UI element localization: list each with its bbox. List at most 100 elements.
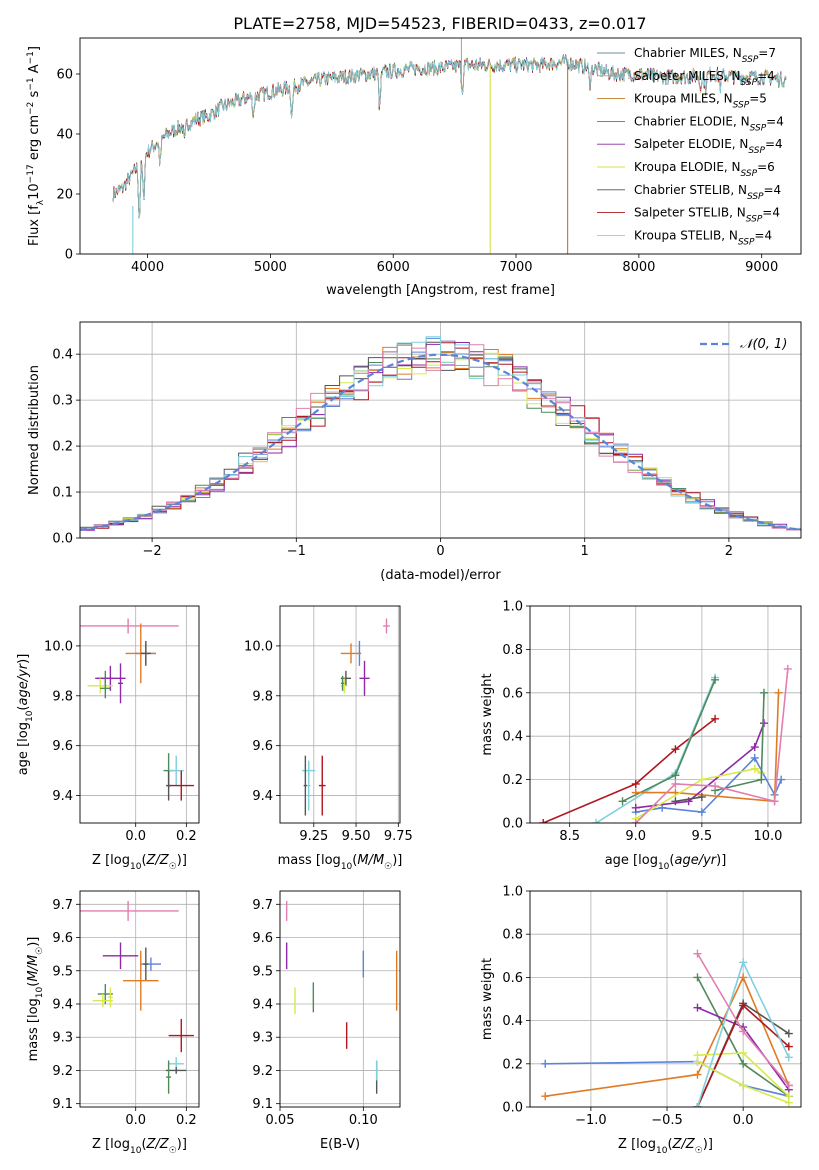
x-tick-label: 9.75 [384, 829, 413, 844]
x-axis-label: Z [log10(Z/Z☉)] [92, 853, 187, 872]
weight-point [711, 675, 720, 684]
axes-frame [79, 890, 200, 1108]
weight-point [631, 788, 640, 797]
y-axis-label: age [log10(age/yr)] [16, 654, 35, 776]
panel-mass_vs_ebv: 0.05 0.10 9.1 9.2 9.3 9.4 9.5 9.6 9.7 E(B-V) [252, 890, 401, 1152]
axes-frame [79, 321, 802, 539]
figure-title: PLATE=2758, MJD=54523, FIBERID=0433, z=0… [233, 14, 646, 33]
x-axis-label: Z [log10(Z/Z☉)] [92, 1137, 187, 1156]
panel-mass_vs_z: 0.0 0.2 9.1 9.2 9.3 9.4 9.5 9.6 9.7 Z [log10(Z/Z☉… [26, 890, 200, 1156]
x-tick-label: 0 [436, 544, 444, 559]
legend-label: Chabrier MILES, NSSP=7 [634, 46, 776, 65]
y-tick-label: 0.6 [502, 971, 523, 986]
y-tick-label: 0.4 [52, 348, 73, 363]
weight-point [592, 819, 601, 823]
y-tick-label: 0.2 [52, 440, 73, 455]
weight-point [671, 797, 680, 806]
weight-point [739, 1059, 748, 1068]
y-tick-label: 20 [56, 188, 73, 203]
panel-weight_vs_z: −1.0 −0.5 0.0 0.0 0.2 0.4 0.6 0.8 1.0 mass weight… [480, 885, 802, 1156]
y-tick-label: 9.2 [52, 1064, 73, 1079]
legend-label: Kroupa ELODIE, NSSP=6 [634, 160, 775, 179]
axes-frame [529, 890, 802, 1108]
weight-point [774, 688, 783, 697]
y-axis-label: mass weight [480, 673, 495, 755]
weight-point [693, 949, 702, 958]
y-tick-label: 9.8 [52, 689, 73, 704]
x-tick-label: −1 [287, 544, 306, 559]
x-axis-label: (data-model)/error [380, 568, 501, 583]
x-tick-label: 0.0 [733, 1113, 754, 1128]
weight-point [693, 973, 702, 982]
weight-point [541, 1059, 550, 1068]
x-tick-label: 0.2 [176, 829, 197, 844]
weight-point [693, 1003, 702, 1012]
panel-weight_vs_age: 8.5 9.0 9.5 10.0 0.0 0.2 0.4 0.6 0.8 1.0 mass weig… [480, 600, 802, 872]
y-tick-label: 9.3 [52, 1031, 73, 1046]
y-tick-label: 9.5 [252, 964, 273, 979]
axes-frame [279, 605, 401, 824]
weight-point [671, 745, 680, 754]
x-tick-label: 7000 [499, 260, 532, 275]
y-tick-label: 9.1 [52, 1097, 73, 1112]
weight-series [635, 692, 780, 803]
weight-point [739, 958, 748, 967]
y-tick-label: 9.4 [252, 789, 273, 804]
y-tick-label: 0.3 [52, 394, 73, 409]
weight-point [777, 775, 786, 784]
legend-label: 𝒩(0, 1) [740, 337, 787, 352]
panel-spectrum: 4000 5000 6000 7000 8000 9000 0 20 40 60 Chabrier … [26, 37, 802, 298]
x-tick-label: −0.5 [651, 1113, 683, 1128]
weight-point [784, 1098, 793, 1107]
y-tick-label: 9.6 [252, 931, 273, 946]
y-axis-label: mass weight [480, 958, 495, 1040]
legend-label: Kroupa STELIB, NSSP=4 [634, 228, 772, 247]
x-tick-label: 5000 [254, 260, 287, 275]
x-tick-label: 9.0 [625, 829, 646, 844]
weight-point [693, 1103, 702, 1107]
weight-point [693, 1070, 702, 1079]
x-tick-label: 2 [725, 544, 733, 559]
y-tick-label: 9.4 [52, 997, 73, 1012]
weight-point [739, 973, 748, 982]
y-tick-label: 10.0 [44, 639, 73, 654]
legend-label: Salpeter STELIB, NSSP=4 [634, 206, 780, 225]
y-tick-label: 60 [56, 68, 73, 83]
x-axis-label: age [log10(age/yr)] [605, 853, 727, 872]
y-tick-label: 0.2 [502, 1057, 523, 1072]
weight-point [784, 1081, 793, 1090]
y-tick-label: 1.0 [502, 885, 523, 900]
x-tick-label: 0.05 [266, 1113, 295, 1128]
weight-point [750, 764, 759, 773]
y-tick-label: 9.4 [252, 997, 273, 1012]
weight-point [750, 753, 759, 762]
axes-frame [529, 605, 802, 824]
x-tick-label: 0.0 [125, 1113, 146, 1128]
weight-point [671, 771, 680, 780]
weight-series [595, 677, 716, 823]
weight-series [635, 722, 765, 809]
y-tick-label: 0.0 [502, 1101, 523, 1116]
x-tick-label: −1.0 [575, 1113, 607, 1128]
x-tick-label: −2 [143, 544, 162, 559]
weight-point [739, 1027, 748, 1036]
y-tick-label: 0.4 [502, 730, 523, 745]
axes-frame [79, 37, 802, 255]
weight-point [759, 688, 768, 697]
weight-point [671, 779, 680, 788]
legend-label: Salpeter ELODIE, NSSP=4 [634, 137, 783, 156]
x-tick-label: 1 [581, 544, 589, 559]
panel-age_vs_z: 0.0 0.2 9.4 9.6 9.8 10.0 Z [log10(Z/Z☉)] age [l… [16, 605, 200, 872]
weight-point [618, 797, 627, 806]
weight-series [635, 767, 762, 820]
x-tick-label: 0.2 [176, 1113, 197, 1128]
y-tick-label: 0.6 [502, 686, 523, 701]
x-tick-label: 4000 [131, 260, 164, 275]
weight-point [631, 819, 640, 823]
weight-point [750, 743, 759, 752]
weight-point [770, 797, 779, 806]
y-tick-label: 0 [65, 248, 73, 263]
y-tick-label: 0.2 [502, 773, 523, 788]
y-tick-label: 9.6 [252, 739, 273, 754]
